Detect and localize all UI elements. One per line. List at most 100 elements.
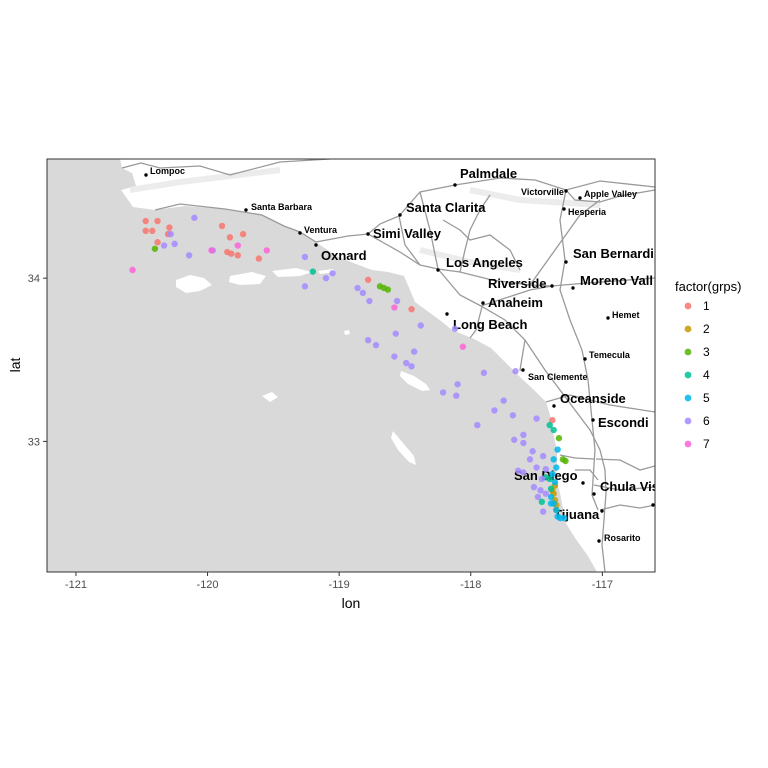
data-point <box>529 448 536 455</box>
data-point <box>526 456 534 463</box>
data-point <box>553 506 560 514</box>
data-point <box>208 247 215 254</box>
data-point <box>534 493 542 501</box>
city-label-oxnard: Oxnard <box>321 248 367 263</box>
data-point <box>364 336 372 344</box>
roads <box>121 159 655 572</box>
data-point <box>393 297 401 305</box>
data-point <box>408 305 415 313</box>
data-point <box>255 255 263 262</box>
ocean-area <box>47 159 597 572</box>
city-label-ventura: Ventura <box>304 225 338 235</box>
island-san-miguel <box>176 275 212 293</box>
data-point <box>167 230 174 238</box>
data-point <box>538 475 546 483</box>
legend-key <box>684 417 692 425</box>
data-point <box>263 247 270 254</box>
x-axis: -121 -120 -119 -118 -117 <box>65 572 613 591</box>
island-santa-rosa <box>229 272 266 285</box>
data-point <box>359 289 367 297</box>
data-point <box>546 421 553 429</box>
data-point <box>549 416 556 424</box>
city-label-lompoc: Lompoc <box>150 166 185 176</box>
city-label-hemet: Hemet <box>612 310 640 320</box>
legend-label: 1 <box>703 299 710 313</box>
city-label-santa-clarita: Santa Clarita <box>406 200 486 215</box>
x-tick-label: -120 <box>197 579 219 591</box>
data-point <box>514 467 522 474</box>
data-point <box>439 389 447 396</box>
data-point <box>480 369 488 377</box>
city-label-rosarito: Rosarito <box>604 533 641 543</box>
city-label-riverside: Riverside <box>488 276 547 291</box>
city-label-escondido: Escondi <box>598 415 649 430</box>
legend-label: 4 <box>703 368 710 382</box>
city-label-temecula: Temecula <box>589 350 631 360</box>
data-point <box>391 304 398 311</box>
data-point <box>550 456 557 463</box>
city-label-san-clemente: San Clemente <box>528 372 588 382</box>
island-santa-barbara <box>344 330 350 335</box>
legend-label: 7 <box>703 437 710 451</box>
data-point <box>491 407 498 414</box>
series-group-5 <box>547 446 568 522</box>
data-point <box>142 227 149 235</box>
data-point <box>322 274 330 282</box>
island-san-nicolas <box>262 392 278 402</box>
data-point <box>538 498 546 506</box>
data-point <box>301 283 309 290</box>
data-point <box>309 268 317 275</box>
data-point <box>500 397 507 404</box>
data-point <box>366 297 373 305</box>
data-point <box>226 234 234 241</box>
y-axis: 33 34 <box>28 273 47 448</box>
data-point <box>234 252 242 259</box>
x-tick-label: -121 <box>65 579 87 591</box>
legend: factor(grps) 1 2 3 4 5 6 7 <box>675 279 741 451</box>
data-point <box>171 240 178 248</box>
legend-key <box>684 325 692 333</box>
data-point <box>154 239 161 246</box>
data-point <box>546 475 553 483</box>
data-point <box>391 353 398 360</box>
x-tick-label: -118 <box>460 579 481 591</box>
data-point <box>542 490 549 497</box>
data-point <box>384 286 392 293</box>
data-point <box>539 508 547 515</box>
data-point <box>550 426 557 434</box>
series-group-6 <box>160 214 549 515</box>
data-point <box>142 217 149 225</box>
data-point <box>372 341 380 349</box>
data-point <box>301 253 309 261</box>
legend-key <box>684 348 692 356</box>
series-group-1 <box>142 217 556 424</box>
data-point <box>547 500 555 507</box>
data-point <box>408 363 415 370</box>
data-point <box>403 359 410 367</box>
city-label-victorville: Victorville <box>521 187 564 197</box>
legend-key <box>684 371 692 379</box>
city-labels: Lompoc Santa Barbara Ventura Victorville… <box>150 166 655 543</box>
data-point <box>410 348 418 355</box>
x-tick-label: -117 <box>592 579 613 591</box>
data-point <box>533 464 540 471</box>
data-point <box>459 343 467 350</box>
y-tick-label: 34 <box>28 273 40 285</box>
data-point <box>185 252 193 259</box>
data-point <box>537 487 544 494</box>
series-group-4 <box>309 268 557 506</box>
plot-panel-border <box>46 158 656 573</box>
data-point <box>542 465 549 473</box>
data-point <box>239 230 247 238</box>
city-label-los-angeles: Los Angeles <box>446 255 523 270</box>
data-point <box>149 227 156 235</box>
data-point <box>539 452 547 460</box>
x-tick-label: -119 <box>329 579 350 591</box>
data-point <box>228 250 235 257</box>
city-label-oceanside: Oceanside <box>560 391 626 406</box>
data-point <box>512 368 519 375</box>
data-point <box>451 325 459 332</box>
legend-label: 3 <box>703 345 710 359</box>
legend-key <box>684 394 692 402</box>
island-santa-cruz <box>272 268 312 277</box>
